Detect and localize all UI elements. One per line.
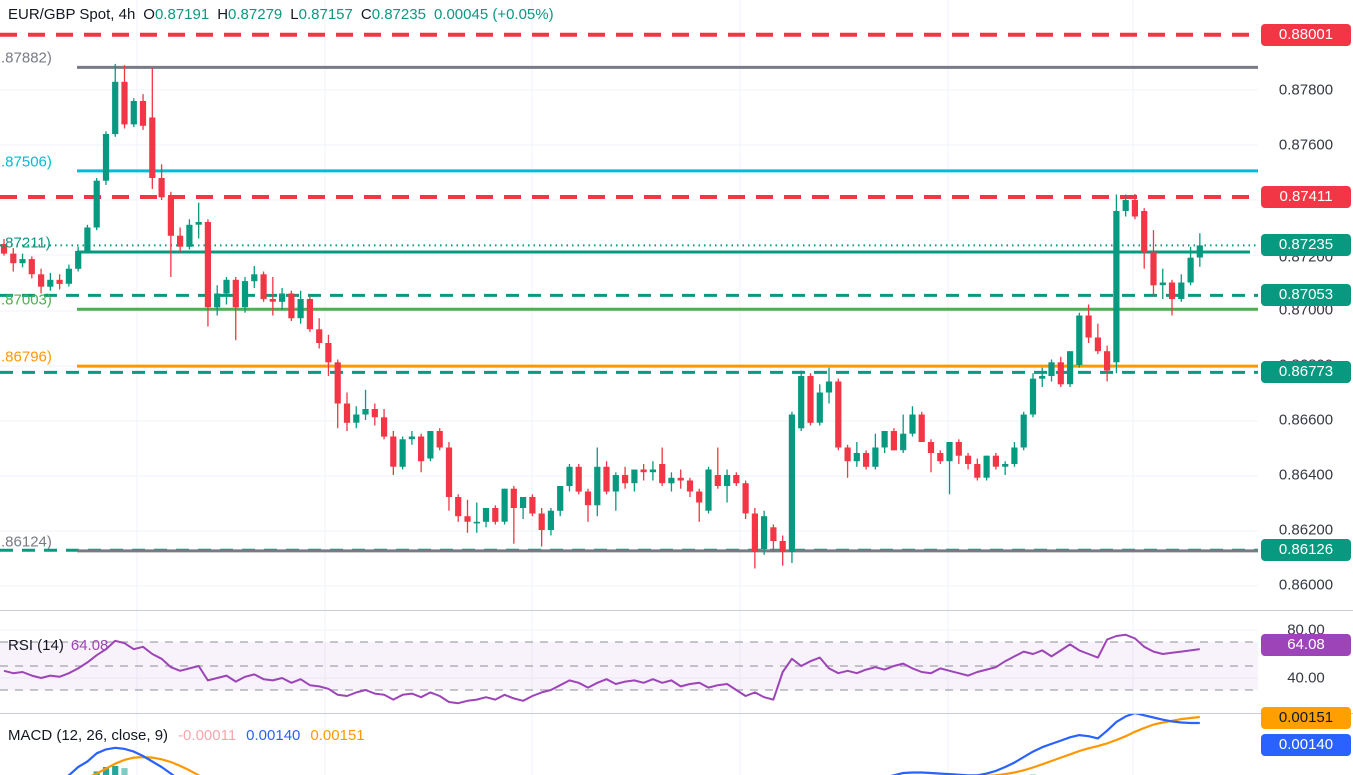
change-value: 0.00045 (+0.05%) — [433, 6, 554, 23]
rsi-band — [0, 641, 1258, 691]
pane-separators — [0, 610, 1353, 714]
low-value: 0.87157 — [298, 6, 353, 23]
macd-hist-value: -0.00011 — [178, 727, 237, 744]
level-line-label: .87882) — [1, 49, 52, 67]
level-line-label: .86124) — [1, 533, 52, 551]
symbol-title: EUR/GBP Spot, 4h — [8, 6, 136, 23]
price-levels — [0, 32, 1258, 553]
level-line-label: .87211) — [1, 234, 51, 252]
open-value: 0.87191 — [154, 6, 210, 23]
macd-label: MACD (12, 26, close, 9) — [8, 727, 169, 744]
macd-pane — [67, 714, 1200, 775]
high-label: H — [217, 6, 229, 23]
macd-legend[interactable]: MACD (12, 26, close, 9) -0.00011 0.00140 0.… — [8, 727, 365, 744]
rsi-value: 64.08 — [70, 637, 109, 654]
level-line-label: .87003) — [1, 291, 52, 309]
close-value: 0.87235 — [371, 6, 426, 23]
low-label: L — [290, 6, 299, 23]
macd-signal-value: 0.00151 — [310, 727, 365, 744]
macd-line-value: 0.00140 — [246, 727, 301, 744]
candlesticks — [0, 63, 1203, 569]
level-line-label: .86796) — [1, 348, 52, 366]
open-label: O — [143, 6, 155, 23]
symbol-legend[interactable]: EUR/GBP Spot, 4h O0.87191 H0.87279 L0.87157… — [8, 6, 554, 23]
high-value: 0.87279 — [228, 6, 283, 23]
rsi-line — [3, 633, 1200, 705]
rsi-label: RSI (14) — [8, 637, 64, 654]
close-label: C — [360, 6, 372, 23]
rsi-legend[interactable]: RSI (14) 64.08 — [8, 637, 108, 654]
level-line-label: .87506) — [1, 153, 52, 171]
